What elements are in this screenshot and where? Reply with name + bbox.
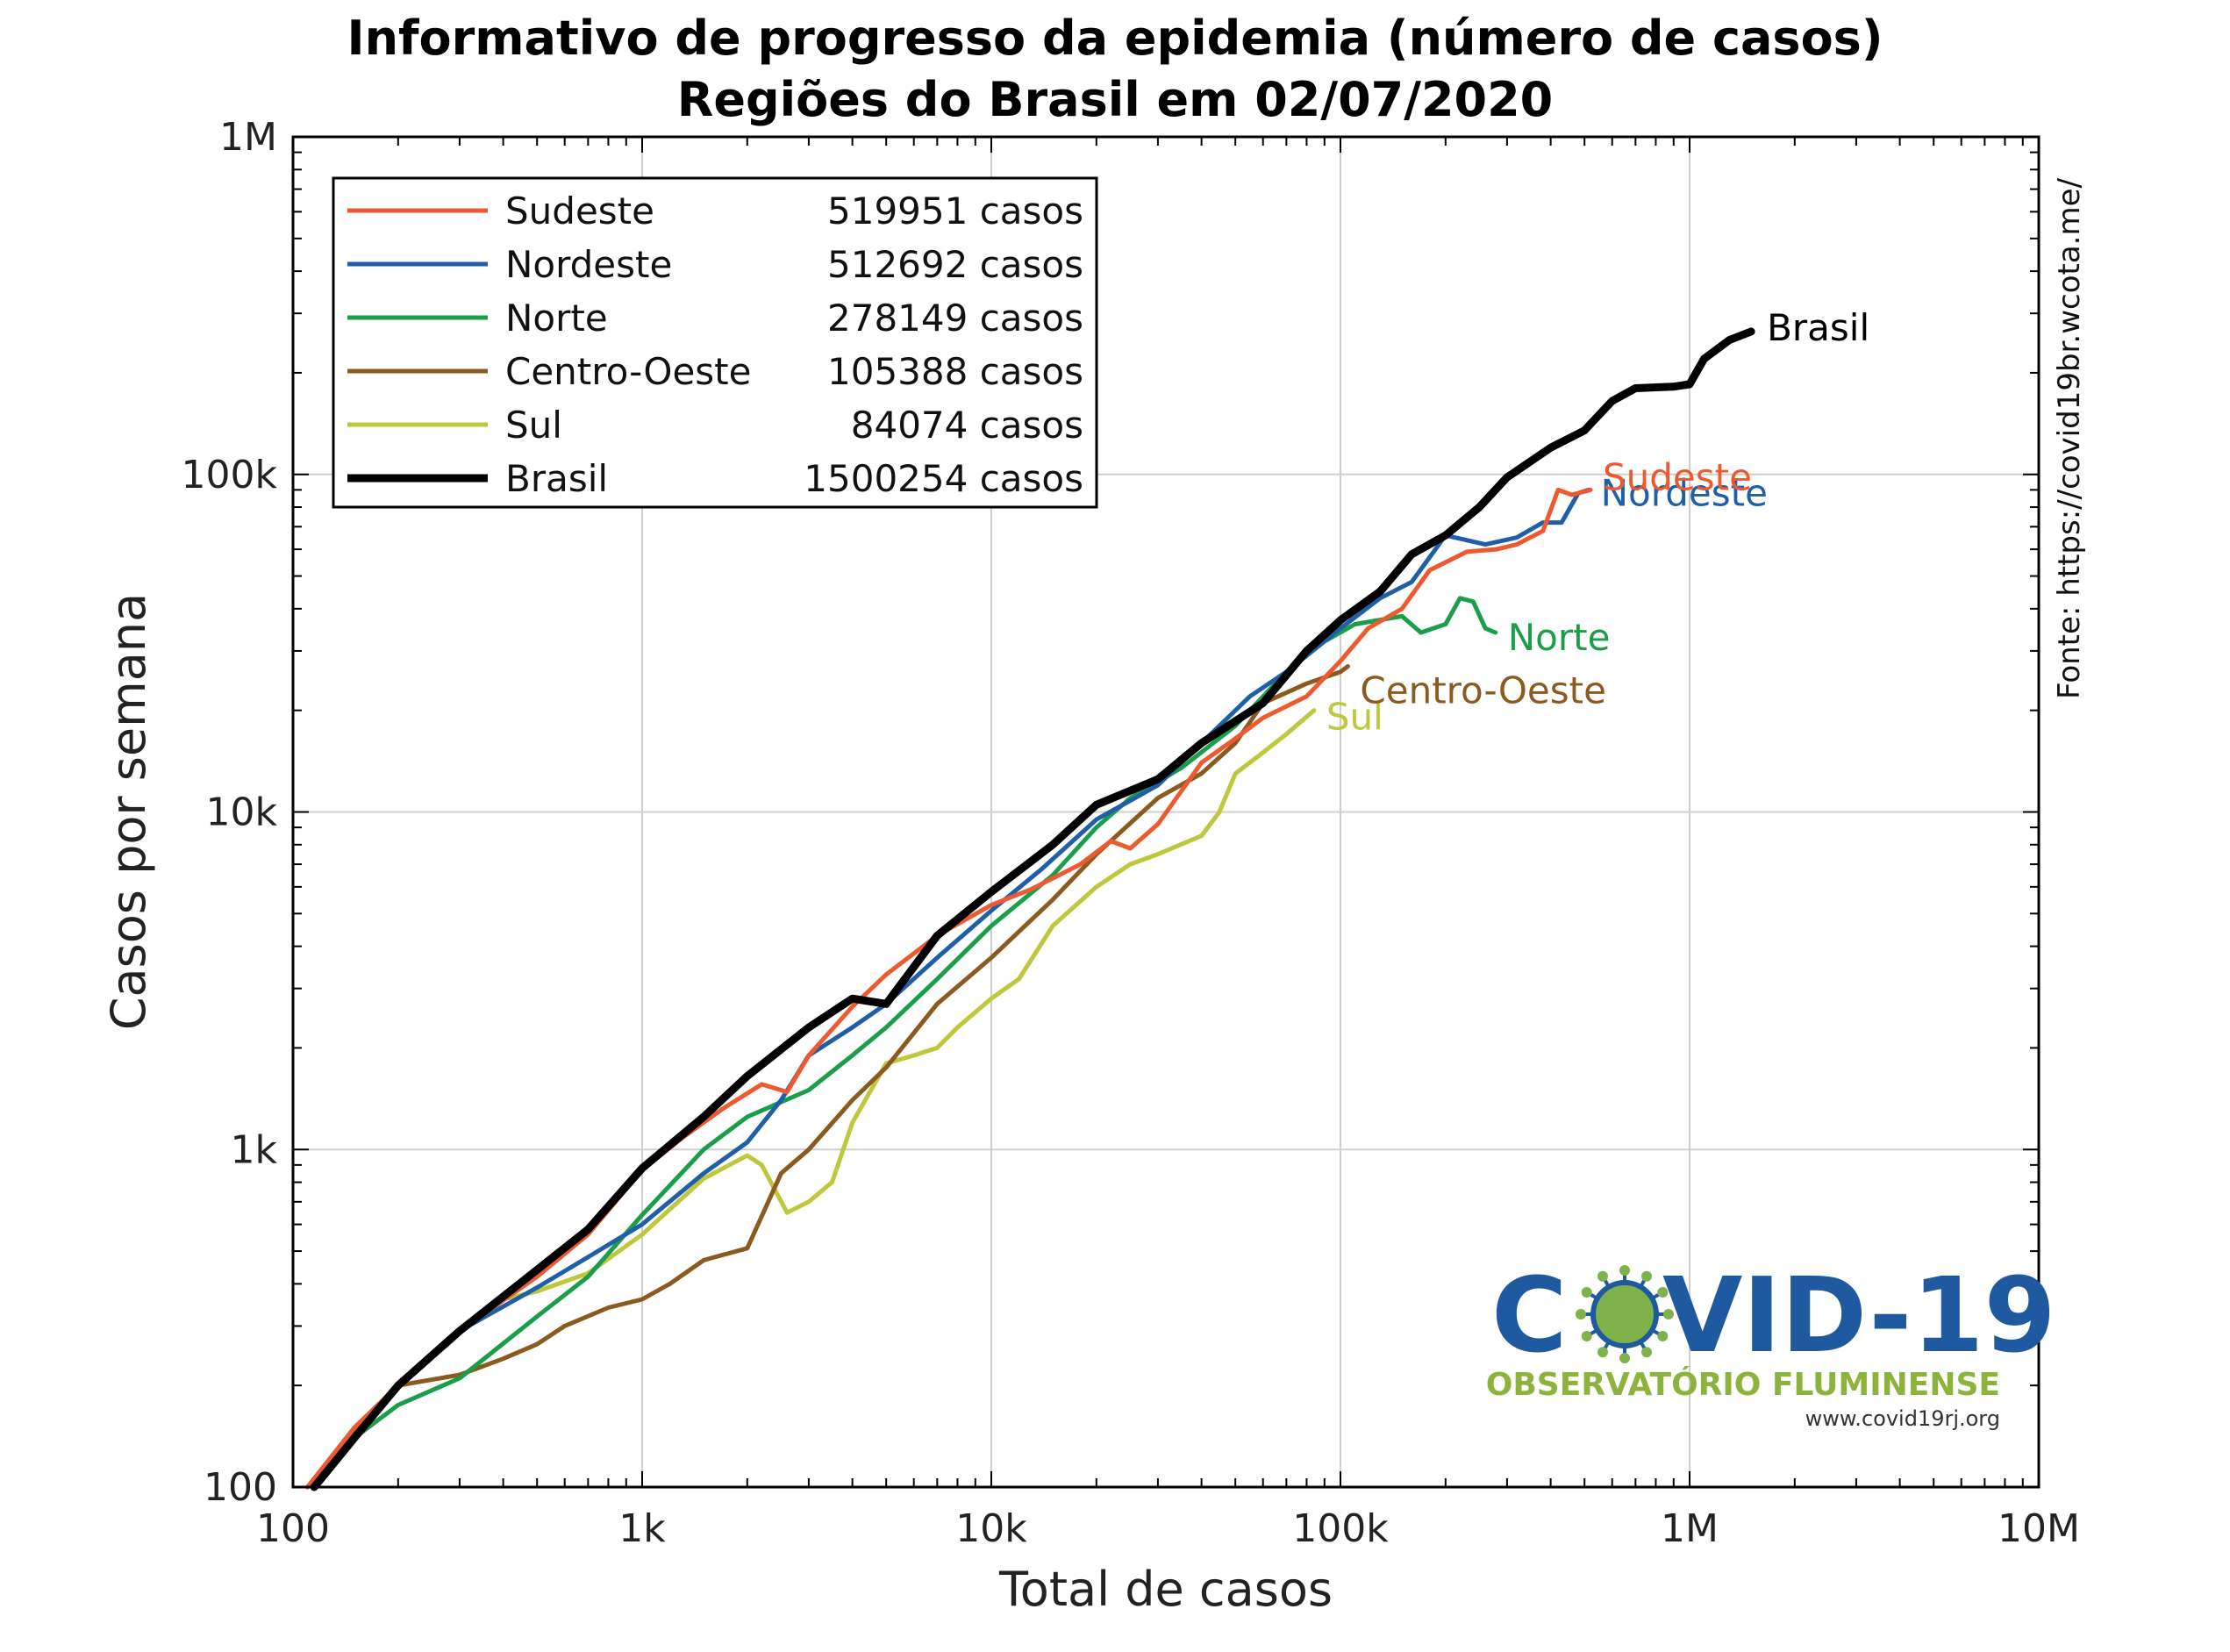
virus-icon: [1576, 1265, 1674, 1363]
y-tick-label: 100: [204, 1465, 277, 1510]
y-axis-label: Casos por semana: [101, 593, 156, 1030]
legend-name-norte: Norte: [505, 297, 608, 340]
legend-name-nordeste: Nordeste: [505, 243, 672, 286]
x-tick-label: 10k: [955, 1506, 1027, 1551]
legend-count-norte: 278149 casos: [827, 297, 1083, 340]
legend-name-brasil: Brasil: [505, 457, 608, 500]
x-tick-label: 100: [256, 1506, 330, 1551]
series-line-brasil: [310, 327, 1755, 1491]
logo-subtitle: OBSERVATÓRIO FLUMINENSE: [1486, 1366, 2000, 1403]
end-label-brasil: Brasil: [1767, 306, 1869, 349]
legend-name-sudeste: Sudeste: [505, 190, 654, 232]
legend-count-brasil: 1500254 casos: [804, 457, 1083, 500]
end-label-norte: Norte: [1508, 616, 1611, 659]
legend-box: [332, 176, 1098, 509]
series-line-sul: [305, 708, 1317, 1490]
end-label-sul: Sul: [1326, 696, 1383, 739]
x-axis-label: Total de casos: [998, 1562, 1333, 1617]
legend-count-centro-oeste: 105388 casos: [827, 350, 1083, 393]
x-tick-label: 10M: [1998, 1506, 2080, 1551]
series-lines: [305, 327, 1755, 1491]
logo-url: www.covid19rj.org: [1805, 1406, 2000, 1431]
end-label-nordeste: Nordeste: [1601, 471, 1768, 514]
y-tick-label: 10k: [206, 790, 278, 835]
x-tick-label: 1M: [1661, 1506, 1719, 1551]
end-label-sudeste: Sudeste: [1603, 455, 1752, 498]
end-label-centro-oeste: Centro-Oeste: [1360, 669, 1606, 712]
series-line-centro-oeste: [305, 664, 1350, 1490]
legend-name-sul: Sul: [505, 404, 562, 447]
series-line-norte: [305, 596, 1498, 1490]
logo-text-vid: VID-19: [1662, 1255, 2056, 1376]
legend: Sudeste 519951 casos Nordeste 512692 casos N…: [332, 176, 1098, 509]
tick-labels: 100 1k 10k 100k 1M 10M 100 1k 10k 100k 1M: [182, 115, 2080, 1551]
legend-count-sul: 84074 casos: [851, 404, 1083, 447]
series-line-sudeste: [305, 487, 1593, 1490]
source-note: Fonte: https://covid19br.wcota.me/: [2052, 177, 2087, 699]
legend-name-centro-oeste: Centro-Oeste: [505, 350, 752, 393]
legend-count-sudeste: 519951 casos: [827, 190, 1083, 232]
logo-text-c: C: [1491, 1255, 1568, 1376]
chart-title-line2: Regiões do Brasil em 02/07/2020: [676, 72, 1554, 127]
chart-title-line1: Informativo de progresso da epidemia (nú…: [347, 11, 1883, 66]
legend-count-nordeste: 512692 casos: [827, 243, 1083, 286]
plot-frame: [291, 135, 2041, 1489]
series-line-nordeste: [305, 487, 1591, 1490]
x-tick-label: 100k: [1292, 1506, 1389, 1551]
y-tick-label: 1k: [231, 1127, 278, 1172]
y-tick-label: 100k: [182, 453, 278, 497]
y-tick-label: 1M: [219, 115, 277, 160]
covid19-logo: C VID-19 OBSERVATÓRIO FLUMINENSE www.cov…: [1486, 1255, 2056, 1431]
x-tick-label: 1k: [618, 1506, 666, 1551]
